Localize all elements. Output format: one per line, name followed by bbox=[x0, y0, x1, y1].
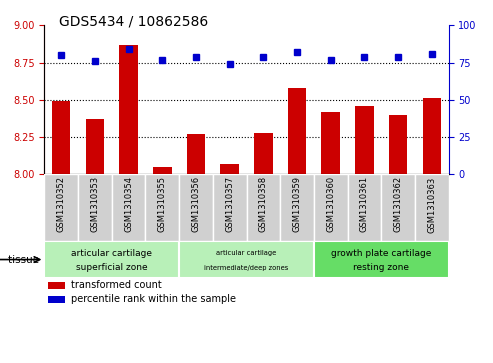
Text: GSM1310361: GSM1310361 bbox=[360, 176, 369, 232]
Bar bbox=[48, 296, 65, 303]
Bar bbox=[348, 174, 381, 241]
Text: GSM1310356: GSM1310356 bbox=[191, 176, 201, 232]
Bar bbox=[220, 164, 239, 174]
Bar bbox=[213, 174, 246, 241]
Bar bbox=[254, 132, 273, 174]
Bar bbox=[321, 112, 340, 174]
Text: GSM1310358: GSM1310358 bbox=[259, 176, 268, 232]
Bar bbox=[355, 106, 374, 174]
Text: growth plate cartilage: growth plate cartilage bbox=[331, 249, 431, 257]
Text: superficial zone: superficial zone bbox=[76, 263, 147, 272]
Bar bbox=[179, 241, 314, 278]
Text: GSM1310355: GSM1310355 bbox=[158, 176, 167, 232]
Bar bbox=[246, 174, 280, 241]
Text: GSM1310362: GSM1310362 bbox=[393, 176, 403, 232]
Text: GSM1310353: GSM1310353 bbox=[90, 176, 100, 232]
Bar bbox=[78, 174, 112, 241]
Text: GSM1310354: GSM1310354 bbox=[124, 176, 133, 232]
Text: GSM1310363: GSM1310363 bbox=[427, 176, 436, 233]
Text: transformed count: transformed count bbox=[70, 280, 161, 290]
Bar bbox=[415, 174, 449, 241]
Bar bbox=[44, 241, 179, 278]
Bar bbox=[288, 88, 306, 174]
Text: GDS5434 / 10862586: GDS5434 / 10862586 bbox=[59, 15, 209, 29]
Bar bbox=[48, 282, 65, 289]
Bar bbox=[145, 174, 179, 241]
Bar bbox=[389, 115, 407, 174]
Text: articular cartilage: articular cartilage bbox=[216, 250, 277, 256]
Text: tissue: tissue bbox=[7, 254, 42, 265]
Text: GSM1310357: GSM1310357 bbox=[225, 176, 234, 232]
Bar bbox=[86, 119, 104, 174]
Bar bbox=[314, 174, 348, 241]
Bar bbox=[187, 134, 205, 174]
Text: articular cartilage: articular cartilage bbox=[71, 249, 152, 257]
Bar bbox=[119, 45, 138, 174]
Bar bbox=[44, 174, 78, 241]
Text: GSM1310352: GSM1310352 bbox=[57, 176, 66, 232]
Bar bbox=[280, 174, 314, 241]
Text: resting zone: resting zone bbox=[353, 263, 409, 272]
Bar bbox=[423, 98, 441, 174]
Bar bbox=[153, 167, 172, 174]
Text: percentile rank within the sample: percentile rank within the sample bbox=[70, 294, 236, 304]
Text: intermediate/deep zones: intermediate/deep zones bbox=[205, 265, 288, 270]
Bar bbox=[314, 241, 449, 278]
Bar bbox=[381, 174, 415, 241]
Bar bbox=[52, 101, 70, 174]
Bar bbox=[179, 174, 213, 241]
Bar bbox=[112, 174, 145, 241]
Text: GSM1310360: GSM1310360 bbox=[326, 176, 335, 232]
Text: GSM1310359: GSM1310359 bbox=[292, 176, 302, 232]
